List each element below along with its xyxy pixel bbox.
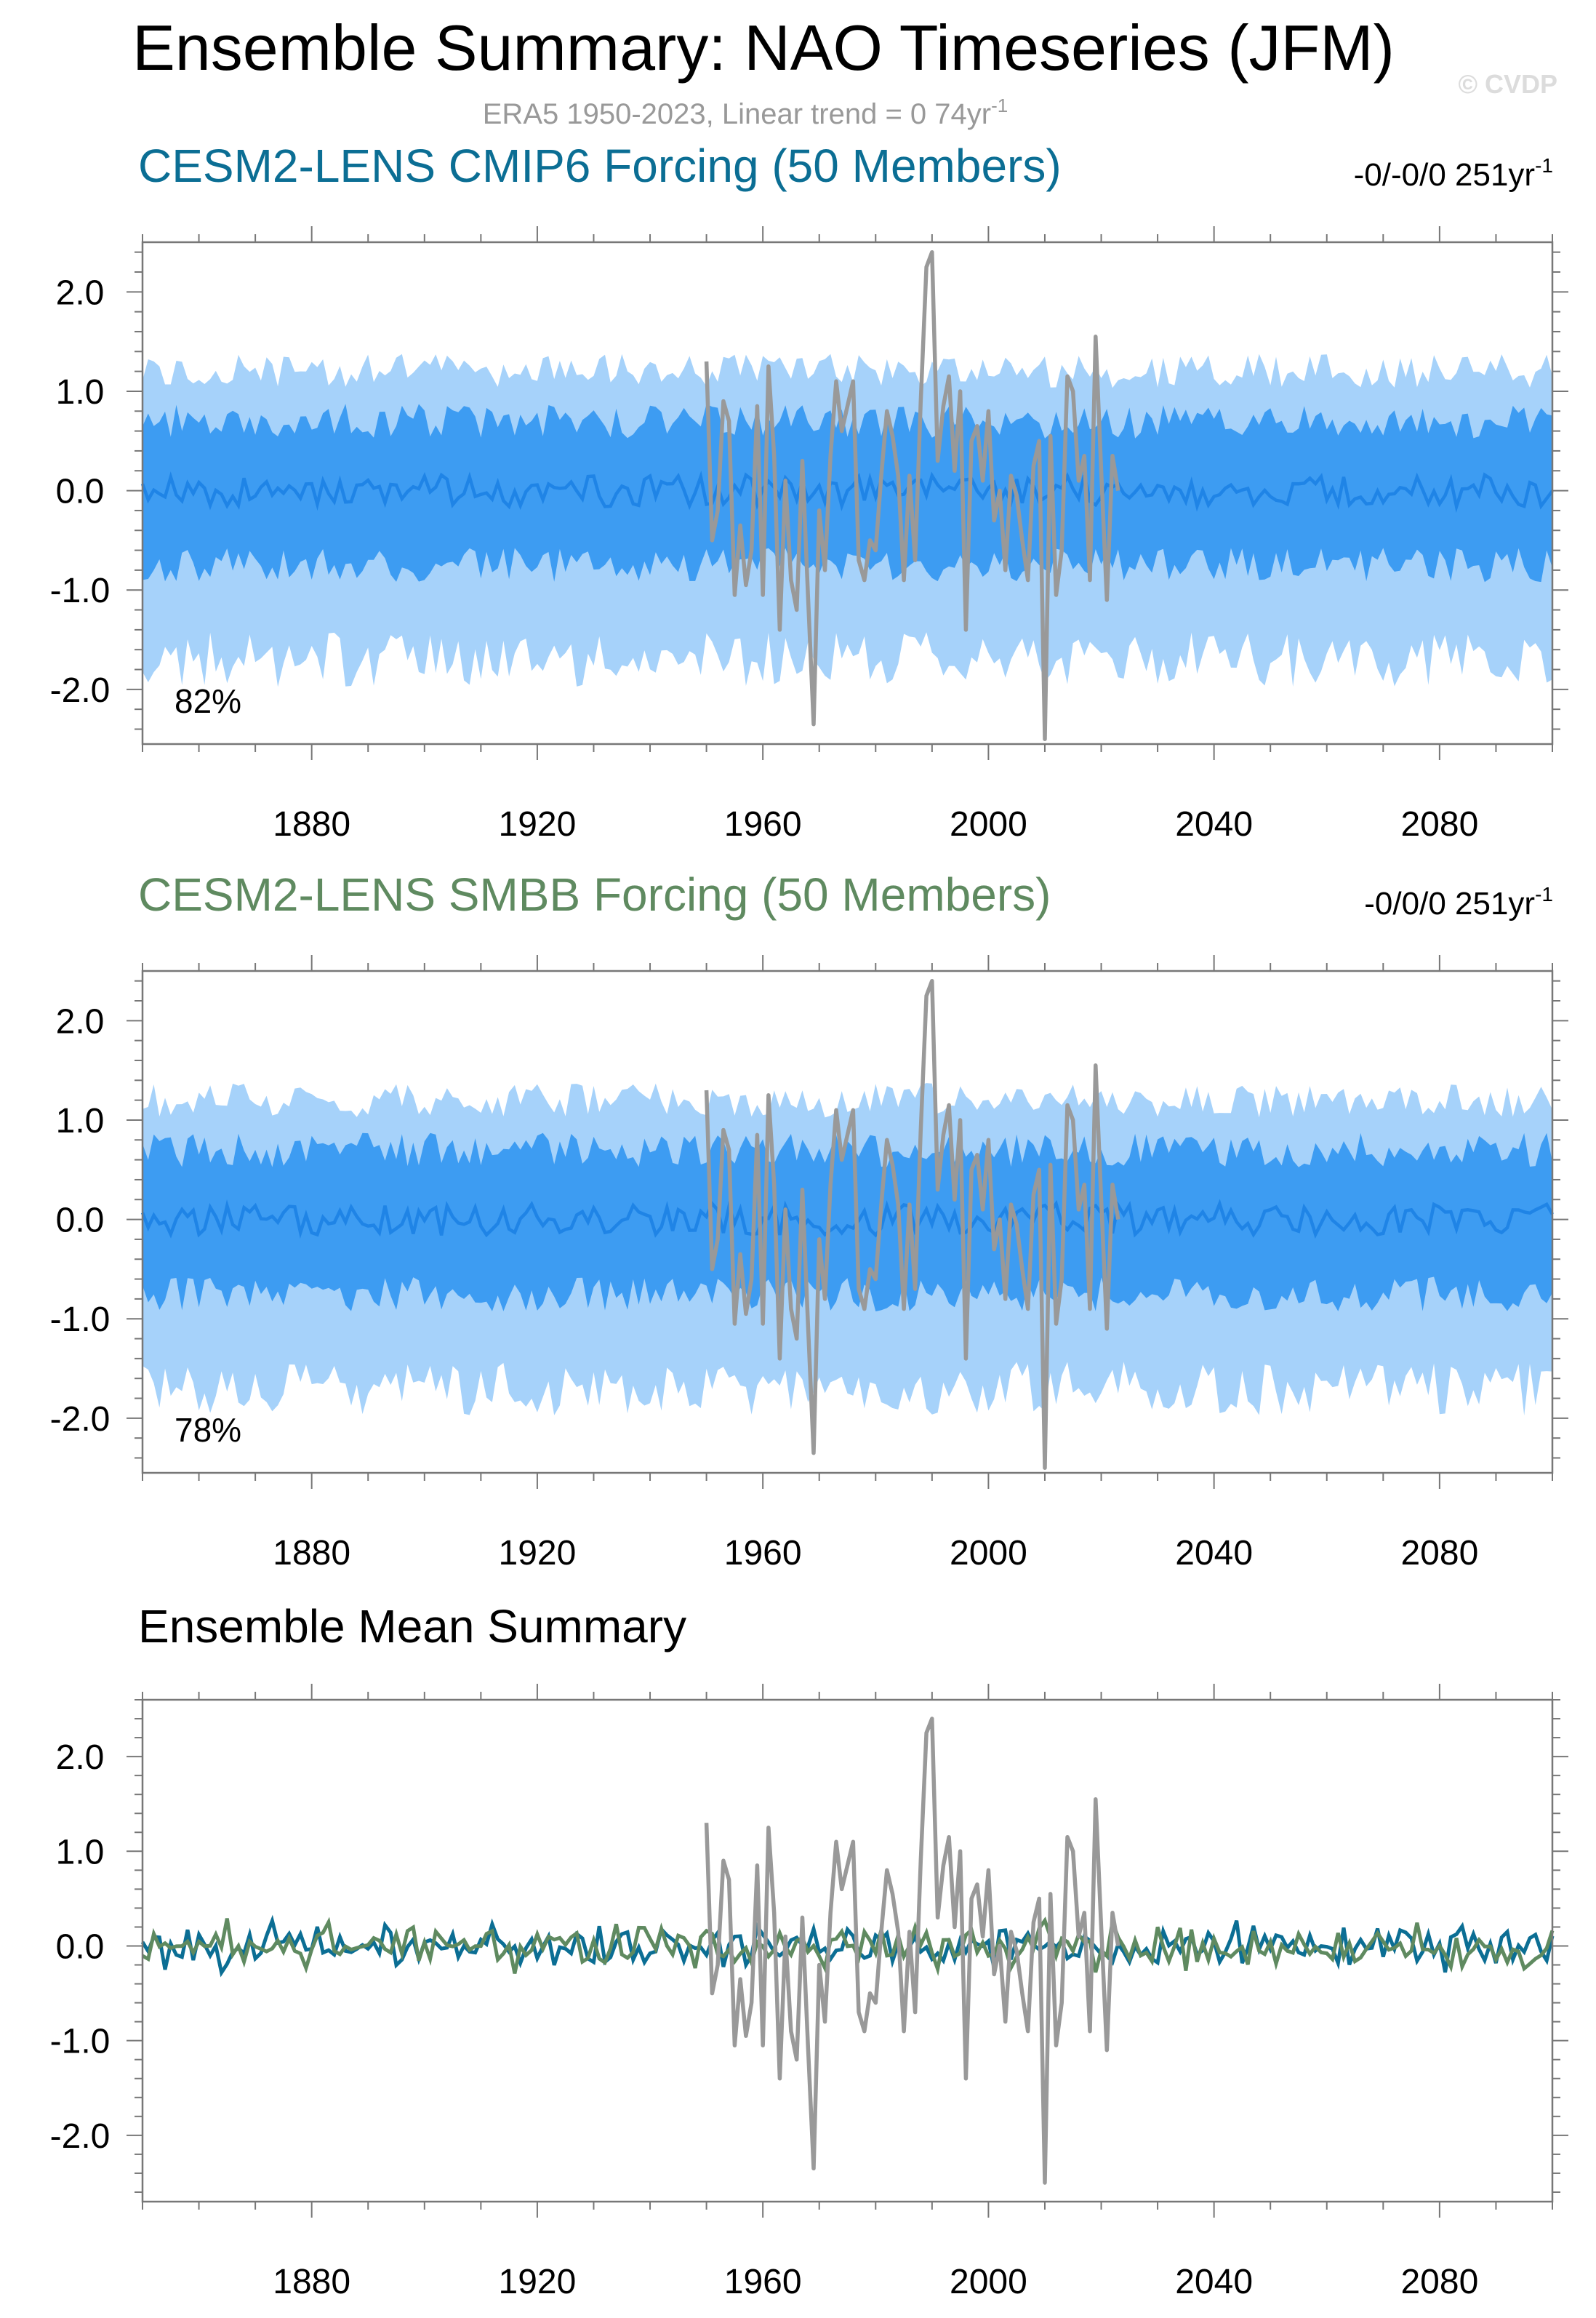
panel-title: CESM2-LENS SMBB Forcing (50 Members) xyxy=(138,868,1051,921)
y-tick-label: 0.0 xyxy=(56,1927,105,1966)
axis-labels: 2.0 1.0 0.0 -1.0 -2.0 1880 1920 1960 2000 2040 208… xyxy=(50,1002,1479,1572)
figure-title: Ensemble Summary: NAO Timeseries (JFM) xyxy=(132,12,1395,84)
watermark: © CVDP xyxy=(1458,69,1557,99)
axis-labels: 2.0 1.0 0.0 -1.0 -2.0 1880 1920 1960 2000 2040 208… xyxy=(50,1738,1479,2301)
x-tick-label: 2080 xyxy=(1400,1534,1478,1572)
axis-ticks xyxy=(127,1684,1568,2218)
axis-labels: 2.0 1.0 0.0 -1.0 -2.0 1880 1920 1960 2000 2040 208… xyxy=(50,273,1479,844)
plot-frame xyxy=(141,1698,1554,2203)
y-tick-label: 1.0 xyxy=(56,1102,105,1140)
ensemble-mean-line xyxy=(140,470,1554,513)
spread-bands xyxy=(143,1083,1552,1416)
y-tick-label: -1.0 xyxy=(50,572,111,610)
x-tick-label: 1960 xyxy=(724,2263,802,2301)
y-tick-label: 1.0 xyxy=(56,373,105,412)
y-tick-label: 2.0 xyxy=(56,1738,105,1777)
y-tick-label: 2.0 xyxy=(56,1002,105,1041)
x-tick-label: 1920 xyxy=(499,805,577,844)
series-lines xyxy=(140,978,1554,1470)
x-tick-label: 2000 xyxy=(950,2263,1027,2301)
subtitle-sup: -1 xyxy=(991,95,1008,116)
obs-line xyxy=(704,249,1120,741)
axis-ticks xyxy=(127,226,1568,760)
x-tick-label: 1920 xyxy=(499,2263,577,2301)
x-tick-label: 1880 xyxy=(273,2263,350,2301)
series-lines xyxy=(140,249,1554,741)
x-tick-label: 2000 xyxy=(950,805,1027,844)
spread-band-inner xyxy=(143,1132,1552,1311)
panel-ensemble-mean: Ensemble Mean Summary 2.0 1.0 0.0 -1.0 -2.0 1… xyxy=(50,1600,1568,2301)
axis-ticks xyxy=(127,955,1568,1489)
panel-title: Ensemble Mean Summary xyxy=(138,1600,686,1652)
y-tick-label: -1.0 xyxy=(50,2023,111,2061)
percent-label: 82% xyxy=(175,682,241,720)
obs-line xyxy=(704,1716,1120,2185)
y-tick-label: 2.0 xyxy=(56,273,105,312)
smbb-mean-line xyxy=(141,1914,1555,1976)
x-tick-label: 1960 xyxy=(724,805,802,844)
x-tick-label: 1960 xyxy=(724,1534,802,1572)
y-tick-label: 0.0 xyxy=(56,1202,105,1240)
plot-frame xyxy=(141,241,1554,746)
panel-smbb: CESM2-LENS SMBB Forcing (50 Members) -0/… xyxy=(50,868,1568,1572)
x-tick-label: 1880 xyxy=(273,805,350,844)
x-tick-label: 2080 xyxy=(1400,805,1478,844)
panel-cmip6: CESM2-LENS CMIP6 Forcing (50 Members) -0… xyxy=(50,140,1568,844)
x-tick-label: 2040 xyxy=(1175,2263,1253,2301)
y-tick-label: -2.0 xyxy=(50,1400,111,1439)
y-tick-label: -1.0 xyxy=(50,1300,111,1339)
x-tick-label: 2080 xyxy=(1400,2263,1478,2301)
obs-line xyxy=(704,978,1120,1470)
x-tick-label: 1920 xyxy=(499,1534,577,1572)
trend-value: -0/0/0 251yr xyxy=(1364,886,1535,922)
x-tick-label: 2040 xyxy=(1175,805,1253,844)
trend-value: -0/-0/0 251yr xyxy=(1354,157,1535,193)
y-tick-label: -2.0 xyxy=(50,2117,111,2156)
x-tick-label: 1880 xyxy=(273,1534,350,1572)
x-tick-label: 2040 xyxy=(1175,1534,1253,1572)
series-lines xyxy=(140,1716,1555,2185)
y-tick-label: 0.0 xyxy=(56,473,105,511)
y-tick-label: -2.0 xyxy=(50,671,111,710)
figure-subtitle: ERA5 1950-2023, Linear trend = 0 74yr-1 xyxy=(483,95,1008,130)
y-tick-label: 1.0 xyxy=(56,1833,105,1871)
trend-sup: -1 xyxy=(1535,154,1553,177)
subtitle-text: ERA5 1950-2023, Linear trend = 0 74yr xyxy=(483,98,991,130)
percent-label: 78% xyxy=(175,1411,241,1449)
plot-frame xyxy=(141,970,1554,1474)
panel-title: CESM2-LENS CMIP6 Forcing (50 Members) xyxy=(138,140,1062,192)
trend-sup: -1 xyxy=(1535,883,1553,906)
panel-trend: -0/-0/0 251yr-1 xyxy=(1354,154,1553,193)
x-tick-label: 2000 xyxy=(950,1534,1027,1572)
panel-trend: -0/0/0 251yr-1 xyxy=(1364,883,1553,922)
ensemble-mean-line xyxy=(140,1199,1554,1239)
